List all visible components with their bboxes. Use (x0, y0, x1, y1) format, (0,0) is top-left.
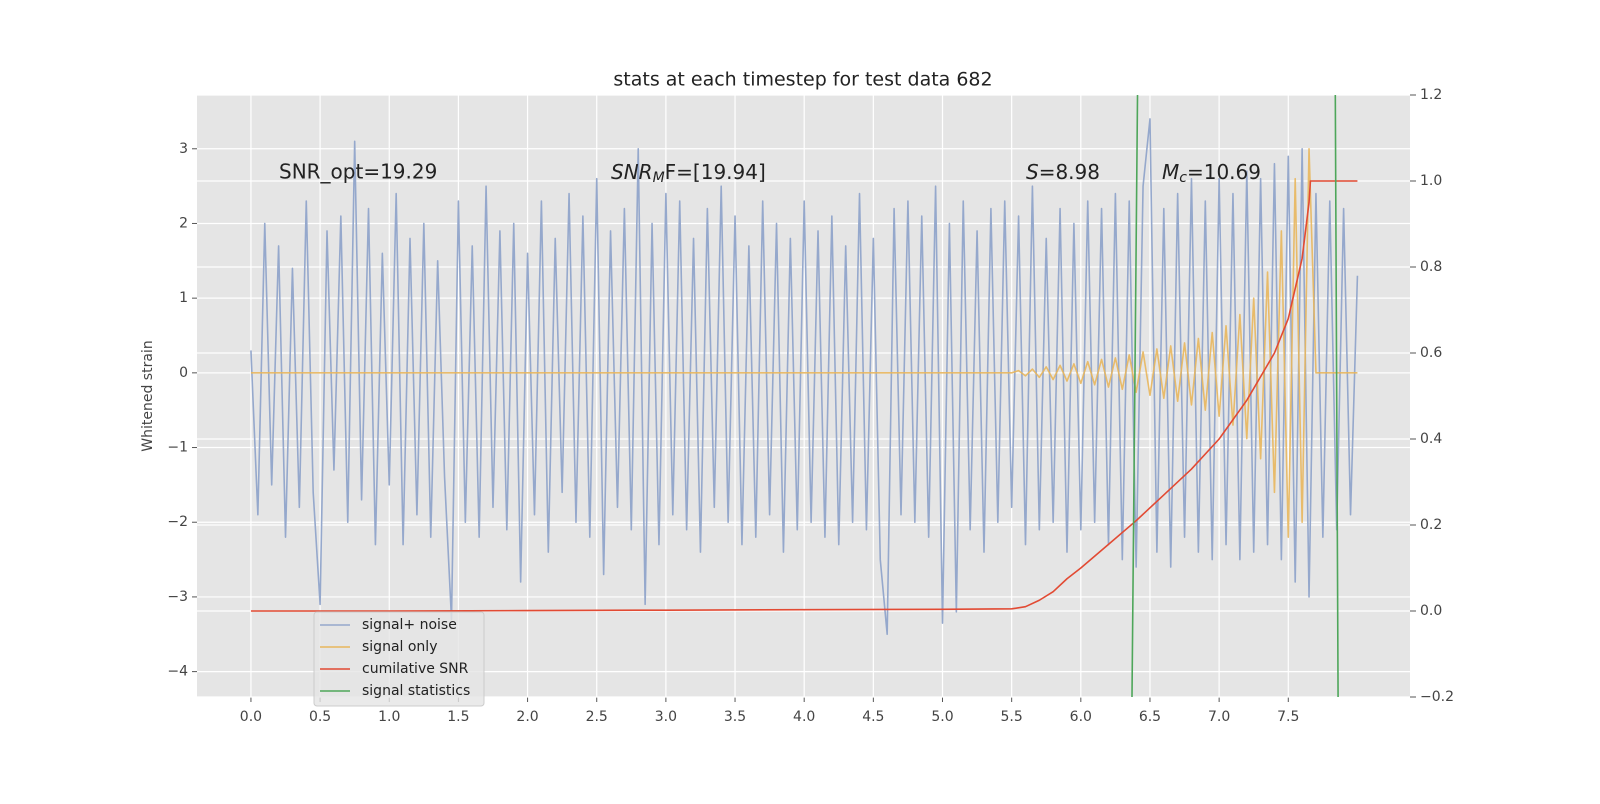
x-tick-label: 7.5 (1277, 709, 1299, 725)
y-tick-label: 3 (179, 141, 188, 157)
legend-box (313, 611, 485, 707)
x-tick-label: 2.0 (516, 709, 538, 725)
y-tick-label: −3 (167, 589, 188, 605)
y-tick-label: −2 (167, 514, 188, 530)
y-tick-label: −4 (167, 664, 188, 680)
y2-tick-label: −0.2 (1420, 689, 1454, 705)
x-tick-label: 3.5 (724, 709, 746, 725)
y2-tick-label: 0.8 (1420, 259, 1442, 275)
x-tick-label: 1.0 (378, 709, 400, 725)
annotation-part: SNR (611, 160, 653, 184)
x-tick-label: 5.0 (931, 709, 953, 725)
legend-label: signal only (362, 639, 437, 655)
annotations: SNR_opt=19.29 SNRMF=[19.94] S=8.98 Mc=10.69 (279, 160, 1261, 187)
y2-tick-label: 0.2 (1420, 517, 1442, 533)
legend-label: cumilative SNR (362, 661, 469, 677)
y2-tick-label: 1.0 (1420, 173, 1442, 189)
annotation: S=8.98 (1026, 160, 1100, 184)
annotation-part: c (1179, 170, 1187, 186)
lines (250, 95, 1359, 697)
x-tick-label: 3.0 (655, 709, 677, 725)
annotation-part: F=[19.94] (665, 160, 766, 184)
chart-title: stats at each timestep for test data 682 (613, 69, 992, 91)
y-tick-label: 2 (179, 215, 188, 231)
x-tick-label: 1.5 (447, 709, 469, 725)
series-line (250, 147, 1358, 538)
annotation: SNR_opt=19.29 (279, 160, 437, 184)
annotation-part: M (1162, 160, 1179, 184)
annotation: Mc=10.69 (1162, 160, 1261, 187)
annotation-part: M (653, 170, 665, 186)
y2-tick-label: 0.6 (1420, 345, 1442, 361)
annotation-part: S (1026, 160, 1039, 184)
annotation: SNRMF=[19.94] (611, 160, 766, 187)
y-tick-label: 1 (179, 290, 188, 306)
y-axis-label: Whitened strain (140, 340, 156, 451)
x-tick-label: 6.5 (1139, 709, 1161, 725)
x-tick-label: 2.5 (586, 709, 608, 725)
y-tick-label: 0 (179, 365, 188, 381)
x-tick-label: 0.0 (240, 709, 262, 725)
x-tick-label: 7.0 (1208, 709, 1230, 725)
annotation-part: =8.98 (1039, 160, 1100, 184)
x-tick-label: 5.5 (1001, 709, 1023, 725)
x-tick-label: 6.0 (1070, 709, 1092, 725)
x-tick-label: 4.5 (862, 709, 884, 725)
legend: signal+ noise signal only cumilative SNR si… (313, 611, 485, 707)
annotation-part: =10.69 (1187, 160, 1261, 184)
y-tick-label: −1 (167, 440, 188, 456)
x-tick-label: 0.5 (309, 709, 331, 725)
x-tick-label: 4.0 (793, 709, 815, 725)
y2-tick-label: 1.2 (1420, 87, 1442, 103)
series-line (250, 118, 1359, 636)
y2-tick-label: 0.0 (1420, 603, 1442, 619)
series-line (250, 180, 1358, 612)
y2-tick-label: 0.4 (1420, 431, 1442, 447)
series-line (1131, 95, 1339, 697)
legend-label: signal+ noise (362, 617, 457, 633)
legend-label: signal statistics (362, 683, 470, 699)
